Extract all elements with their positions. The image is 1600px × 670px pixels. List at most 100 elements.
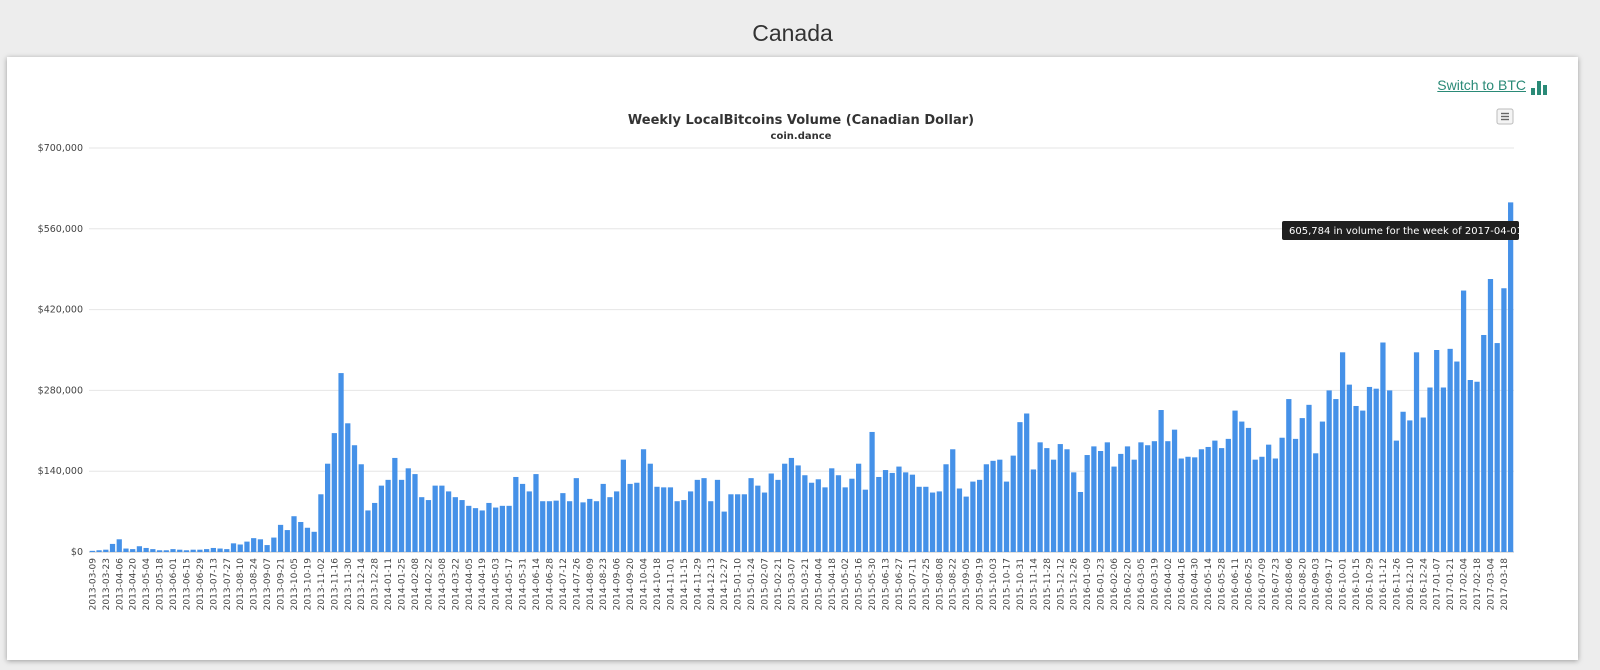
bar[interactable] [614, 491, 620, 552]
bar[interactable] [560, 493, 566, 552]
bar[interactable] [674, 501, 680, 552]
bar[interactable] [1487, 279, 1494, 552]
bar[interactable] [607, 497, 613, 552]
bar[interactable] [338, 373, 344, 552]
bar[interactable] [1158, 410, 1164, 552]
bar[interactable] [694, 479, 700, 552]
bar[interactable] [1003, 481, 1010, 552]
bar[interactable] [1360, 410, 1366, 552]
bar[interactable] [546, 501, 553, 552]
bar[interactable] [1313, 453, 1319, 552]
bar[interactable] [1447, 348, 1453, 552]
bar[interactable] [432, 485, 438, 552]
bar[interactable] [1225, 438, 1231, 552]
bar[interactable] [808, 482, 815, 552]
bar[interactable] [466, 505, 472, 552]
bar[interactable] [1387, 390, 1393, 552]
bar[interactable] [681, 500, 687, 552]
bar[interactable] [506, 505, 512, 552]
bar[interactable] [325, 463, 331, 552]
bar[interactable] [1024, 413, 1030, 552]
bar[interactable] [593, 501, 600, 552]
bar[interactable] [909, 474, 916, 552]
bar[interactable] [251, 538, 257, 552]
bar[interactable] [667, 487, 674, 552]
bar[interactable] [1460, 290, 1467, 552]
bar[interactable] [1467, 380, 1473, 552]
bar[interactable] [835, 475, 842, 552]
bar[interactable] [956, 488, 963, 552]
bar[interactable] [237, 544, 243, 553]
bar[interactable] [264, 545, 270, 552]
bar[interactable] [829, 468, 835, 552]
bar[interactable] [842, 487, 848, 552]
bar[interactable] [916, 486, 922, 552]
bar[interactable] [882, 470, 889, 552]
bar[interactable] [439, 485, 445, 552]
bar[interactable] [795, 465, 801, 552]
bar[interactable] [170, 549, 176, 552]
bar[interactable] [405, 468, 411, 552]
bar[interactable] [519, 483, 526, 552]
bar[interactable] [217, 548, 223, 552]
bar[interactable] [923, 486, 929, 552]
bar[interactable] [761, 492, 768, 552]
bar[interactable] [486, 502, 492, 552]
bar[interactable] [1427, 387, 1433, 552]
bar[interactable] [284, 530, 290, 552]
bar[interactable] [748, 478, 754, 552]
bar[interactable] [1319, 421, 1326, 552]
bar[interactable] [452, 497, 458, 552]
bar[interactable] [728, 494, 734, 552]
bar[interactable] [1292, 438, 1299, 552]
bar[interactable] [513, 476, 519, 552]
bar[interactable] [1279, 437, 1285, 552]
bar[interactable] [89, 550, 95, 552]
bar[interactable] [1393, 440, 1399, 552]
bar[interactable] [318, 494, 324, 552]
bar[interactable] [1017, 422, 1023, 552]
bar[interactable] [950, 449, 956, 552]
bar[interactable] [1346, 384, 1352, 552]
bar[interactable] [190, 549, 196, 552]
bar[interactable] [1071, 472, 1077, 552]
bar[interactable] [1286, 399, 1292, 552]
bar[interactable] [378, 485, 385, 552]
bar[interactable] [634, 482, 640, 552]
bar[interactable] [1044, 448, 1050, 552]
bar[interactable] [1333, 399, 1339, 552]
bar[interactable] [1064, 449, 1070, 552]
bar[interactable] [721, 511, 727, 552]
bar[interactable] [1413, 352, 1420, 552]
bar[interactable] [587, 498, 593, 552]
switch-to-btc-link[interactable]: Switch to BTC [1437, 77, 1526, 93]
bar[interactable] [815, 479, 821, 552]
bar[interactable] [869, 431, 875, 552]
bar[interactable] [876, 476, 882, 552]
bar[interactable] [1198, 449, 1205, 552]
bar[interactable] [553, 500, 559, 552]
bar[interactable] [1091, 446, 1097, 552]
bar[interactable] [1494, 343, 1500, 552]
bar[interactable] [311, 531, 317, 552]
bar-chart-icon[interactable] [1530, 79, 1548, 95]
bar[interactable] [479, 510, 485, 552]
bar[interactable] [1050, 459, 1057, 552]
bar[interactable] [903, 472, 909, 552]
bar[interactable] [103, 549, 109, 552]
bar[interactable] [331, 433, 337, 552]
bar[interactable] [687, 491, 694, 552]
bar[interactable] [1145, 445, 1151, 552]
bar[interactable] [701, 478, 707, 552]
bar[interactable] [627, 483, 633, 552]
bar[interactable] [1501, 288, 1507, 552]
bar[interactable] [298, 521, 304, 552]
bar[interactable] [1272, 458, 1278, 553]
bar[interactable] [358, 464, 364, 552]
bar[interactable] [150, 549, 156, 552]
bar[interactable] [1407, 420, 1413, 552]
bar[interactable] [204, 549, 210, 552]
bar[interactable] [1239, 421, 1245, 552]
bar[interactable] [499, 505, 505, 552]
bar[interactable] [654, 486, 660, 552]
